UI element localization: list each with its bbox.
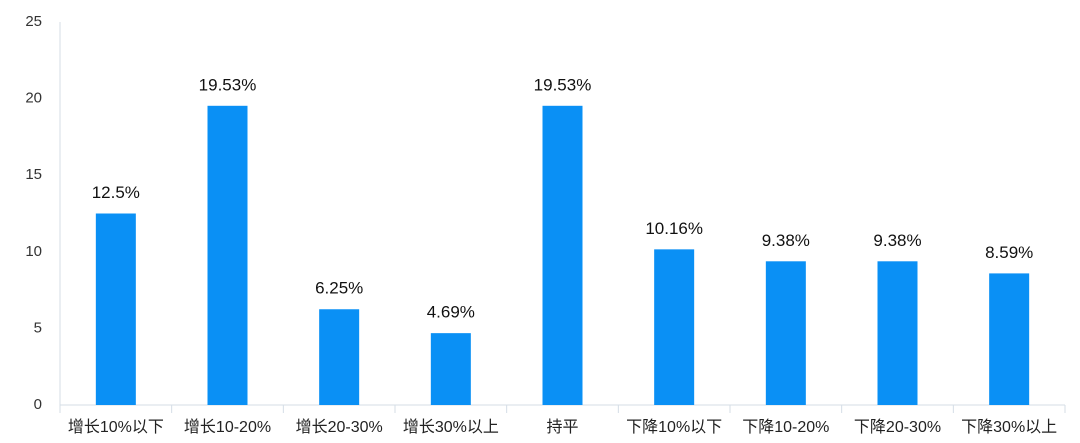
x-tick-label: 下降10-20% (742, 418, 829, 436)
value-label: 9.38% (873, 231, 921, 250)
x-tick-label: 持平 (546, 418, 578, 436)
value-label: 9.38% (762, 231, 810, 250)
x-tick-label: 增长10%以下 (68, 418, 164, 436)
x-tick-label: 增长20-30% (296, 418, 383, 436)
bar (989, 273, 1030, 405)
bar (654, 249, 695, 405)
value-label: 6.25% (315, 279, 363, 298)
bar (877, 261, 918, 405)
x-tick-label: 下降20-30% (854, 418, 941, 436)
bar (319, 309, 360, 405)
y-tick-label: 0 (34, 396, 42, 413)
x-tick-label: 增长10-20% (184, 418, 271, 436)
x-tick-label: 下降30%以上 (961, 418, 1057, 436)
value-label: 19.53% (199, 75, 257, 94)
value-label: 4.69% (427, 303, 475, 322)
y-tick-label: 10 (25, 243, 42, 260)
bar (765, 261, 806, 405)
bar (542, 105, 583, 405)
value-label: 19.53% (534, 75, 592, 94)
y-tick-label: 20 (25, 90, 42, 107)
value-label: 8.59% (985, 243, 1033, 262)
x-tick-label: 增长30%以上 (403, 418, 499, 436)
y-tick-label: 5 (34, 319, 42, 336)
value-label: 10.16% (645, 219, 703, 238)
y-tick-label: 25 (25, 13, 42, 30)
value-label: 12.5% (92, 183, 140, 202)
y-tick-label: 15 (25, 166, 42, 183)
bar (207, 105, 248, 405)
bar (95, 213, 136, 405)
x-tick-label: 下降10%以下 (626, 418, 722, 436)
bar (430, 333, 471, 405)
